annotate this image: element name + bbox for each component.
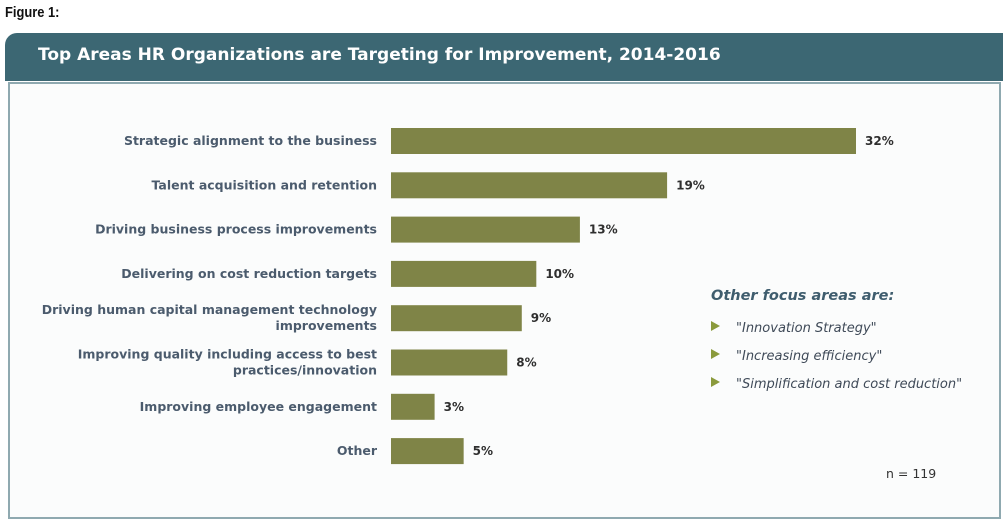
other-focus-areas-title: Other focus areas are: (711, 288, 895, 304)
bar (391, 216, 580, 243)
category-label: Driving business process improvements (95, 222, 377, 237)
category-label: Improving quality including access to be… (78, 347, 377, 362)
category-label: Improving employee engagement (140, 399, 377, 414)
sample-size: n = 119 (886, 466, 937, 481)
bar (391, 438, 464, 465)
bar (391, 172, 668, 199)
bar (391, 128, 856, 154)
category-label: Delivering on cost reduction targets (121, 266, 377, 281)
triangle-bullet-icon (711, 321, 720, 331)
bar (391, 305, 522, 332)
bar-value-label: 13% (589, 223, 618, 237)
category-label: Other (337, 443, 378, 458)
other-focus-areas: Other focus areas are: "Innovation Strat… (711, 288, 962, 392)
bar (391, 349, 508, 376)
bar-value-label: 19% (676, 178, 705, 192)
focus-area-text: "Increasing efficiency" (736, 349, 883, 364)
category-label: Strategic alignment to the business (124, 133, 377, 148)
focus-area-text: "Innovation Strategy" (736, 321, 877, 336)
chart-title: Top Areas HR Organizations are Targeting… (38, 45, 721, 65)
triangle-bullet-icon (711, 349, 720, 359)
category-label: improvements (276, 318, 377, 333)
bar-value-label: 9% (531, 311, 551, 325)
focus-area-text: "Simplification and cost reduction" (736, 377, 963, 392)
focus-area-item: "Innovation Strategy" (711, 321, 877, 336)
bar (391, 393, 435, 420)
chart-header: Top Areas HR Organizations are Targeting… (5, 33, 1003, 81)
focus-area-item: "Increasing efficiency" (711, 349, 882, 364)
bar (391, 260, 537, 287)
bar-value-label: 32% (865, 134, 894, 148)
focus-area-item: "Simplification and cost reduction" (711, 377, 962, 392)
bar-value-label: 3% (444, 400, 464, 414)
figure-label: Figure 1: (5, 4, 60, 21)
category-label: practices/innovation (233, 363, 377, 378)
bar-value-label: 8% (516, 356, 536, 370)
bar-value-label: 5% (473, 444, 493, 458)
category-label: Talent acquisition and retention (151, 177, 377, 192)
triangle-bullet-icon (711, 377, 720, 387)
chart-frame (8, 82, 1001, 519)
bar-value-label: 10% (545, 267, 574, 281)
category-label: Driving human capital management technol… (42, 302, 377, 317)
